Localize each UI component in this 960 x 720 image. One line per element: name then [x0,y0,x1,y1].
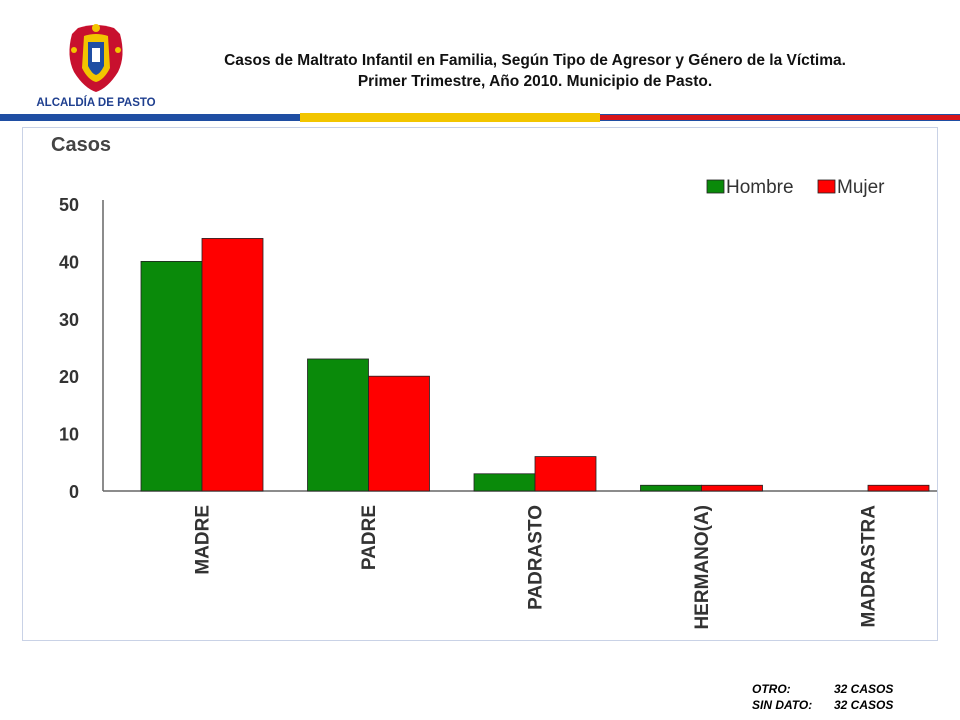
bar-mujer-madre [201,238,264,492]
y-tick-label: 50 [59,195,79,215]
logo-text: ALCALDÍA DE PASTO [36,96,155,109]
x-tick-label: MADRE [193,505,214,575]
y-tick-label: 20 [59,367,79,387]
coat-of-arms-icon [69,24,123,92]
bar-hombre-padrasto [473,473,536,492]
header-color-band [0,113,960,122]
bar-mujer-padrasto [534,456,597,492]
y-axis-label: Casos [51,134,111,156]
y-tick-label: 40 [59,252,79,272]
bar-hombre-madre [140,260,203,492]
y-tick-label: 10 [59,425,79,445]
page-title: Casos de Maltrato Infantil en Familia, S… [170,50,900,92]
bar-chart: Casos 0 10 20 30 40 50 MADRE PADRE PADRASTO HERMAN… [51,134,937,630]
x-tick-label: PADRASTO [526,505,547,610]
y-tick-label: 30 [59,310,79,330]
footnote-label: OTRO: [752,682,791,696]
alcaldia-logo: ALCALDÍA DE PASTO [36,24,156,109]
x-tick-label: PADRE [359,505,380,570]
bar-mujer-padre [368,375,430,492]
bar-mujer-hermanoa [701,484,763,492]
x-tick-label: MADRASTRA [859,505,880,628]
bar-hombre-hermanoa [640,484,702,492]
legend-swatch [817,179,836,194]
footnote-value: 32 CASOS [834,682,894,696]
chart-frame: Casos 0 10 20 30 40 50 MADRE PADRE PADRASTO HERMAN… [22,127,938,641]
title-line-2: Primer Trimestre, Año 2010. Municipio de… [357,73,713,90]
legend-swatch [706,179,725,194]
title-line-1: Casos de Maltrato Infantil en Familia, S… [224,52,846,69]
band-red [600,115,960,120]
footnote-row-sin-dato: SIN DATO: 32 CASOS [752,697,893,713]
bar-hombre-padre [307,358,369,492]
legend-label: Mujer [837,177,885,198]
footnote-row-otro: OTRO: 32 CASOS [752,681,893,697]
bar-mujer-madrastra [867,484,930,492]
footnote-label: SIN DATO: [752,698,813,712]
y-tick-label: 0 [69,482,79,502]
footnote-value: 32 CASOS [834,698,894,712]
band-yellow [300,113,600,122]
x-tick-label: HERMANO(A) [692,505,713,630]
footnote: OTRO: 32 CASOS SIN DATO: 32 CASOS [752,681,893,713]
legend-label: Hombre [726,177,794,198]
